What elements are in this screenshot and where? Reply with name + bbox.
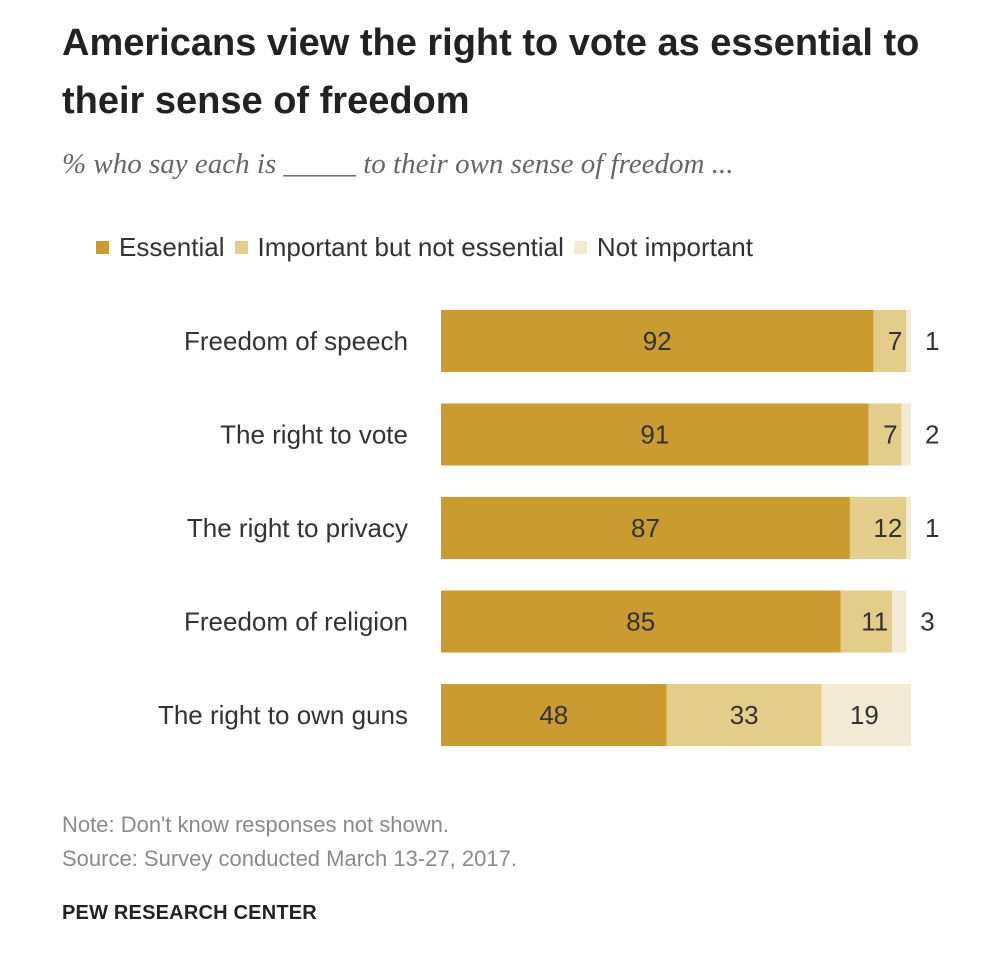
data-label-essential: 91 (640, 420, 669, 450)
bar-segment-not-important (906, 497, 911, 559)
bar-segment-important (873, 310, 907, 372)
data-label-not-important: 19 (850, 700, 879, 730)
bar-segment-essential (441, 403, 869, 466)
bar-segment-not-important (901, 403, 911, 466)
legend-item-essential: Essential (96, 232, 225, 263)
bar-segment-important (868, 403, 902, 466)
pew-logo-text: PEW RESEARCH CENTER (62, 902, 317, 924)
chart-subtitle: % who say each is _____ to their own sen… (62, 148, 734, 180)
chart-title: Americans view the right to vote as esse… (62, 22, 920, 122)
bar-segment-essential (441, 684, 667, 746)
data-label-essential: 87 (631, 513, 660, 543)
data-label-important: 7 (883, 420, 897, 450)
data-label-important: 33 (730, 700, 759, 730)
data-label-essential: 92 (643, 326, 672, 356)
bar-segment-important (666, 684, 822, 746)
data-label-not-important: 1 (925, 513, 939, 543)
data-label-important: 11 (861, 607, 888, 637)
data-label-important: 7 (888, 326, 902, 356)
data-label-essential: 48 (539, 700, 568, 730)
bar-segment-essential (441, 310, 874, 372)
legend-item-not-important: Not important (573, 232, 753, 263)
legend-swatch-important (234, 241, 248, 254)
data-label-not-important: 3 (920, 607, 934, 637)
bar-segment-not-important (906, 310, 911, 372)
category-label: The right to vote (220, 420, 408, 450)
data-label-essential: 85 (626, 607, 655, 637)
bar-segment-essential (441, 497, 850, 559)
category-label: The right to own guns (158, 700, 408, 730)
bar-segment-not-important (892, 590, 907, 653)
data-label-important: 12 (873, 513, 902, 543)
legend-label-important: Important but not essential (257, 232, 564, 262)
bar-segment-not-important (821, 684, 911, 746)
data-label-not-important: 1 (925, 326, 939, 356)
legend-swatch-essential (96, 241, 109, 254)
legend-item-important: Important but not essential (234, 232, 564, 263)
data-label-not-important: 2 (925, 420, 939, 450)
legend-swatch-not-important (573, 241, 587, 254)
category-label: The right to privacy (187, 513, 408, 543)
category-label: Freedom of speech (184, 326, 408, 356)
bar-segment-important (840, 590, 893, 653)
category-label: Freedom of religion (184, 607, 408, 637)
chart-note: Note: Don't know responses not shown. (62, 812, 449, 837)
chart-source: Source: Survey conducted March 13-27, 20… (62, 846, 517, 871)
bar-segment-essential (441, 590, 841, 653)
legend-label-not-important: Not important (596, 232, 753, 262)
bar-segment-important (849, 497, 907, 559)
legend: Essential Important but not essential No… (96, 232, 763, 263)
legend-label-essential: Essential (119, 232, 225, 262)
